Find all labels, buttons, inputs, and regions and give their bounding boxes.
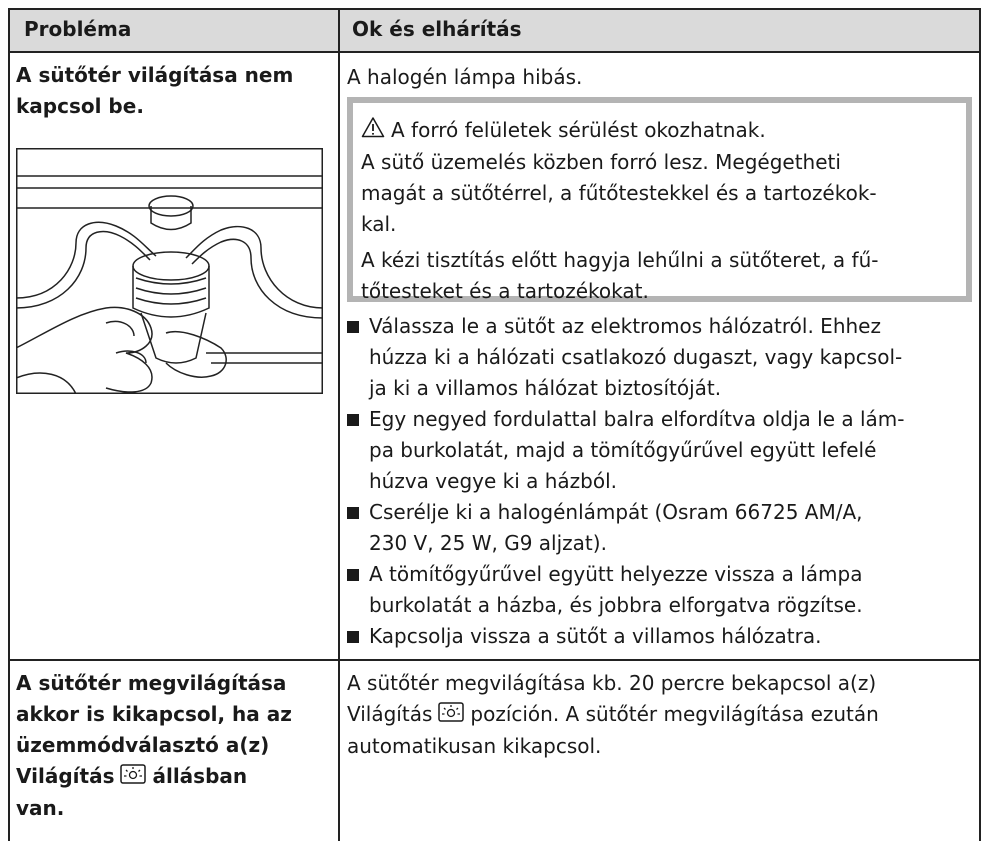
- text: Világítás: [16, 764, 115, 788]
- step-item: Cserélje ki a halogénlámpát (Osram 66725…: [347, 497, 972, 559]
- warning-icon: [361, 116, 385, 147]
- steps: Válassza le a sütőt az elektromos hálóza…: [347, 311, 972, 652]
- bullet: [347, 507, 359, 519]
- header-divider: [8, 51, 980, 53]
- light-icon: [438, 700, 465, 731]
- problem-cell: A sütőtér megvilágítása akkor is kikapcso…: [16, 668, 292, 824]
- step-line: ja ki a villamos hálózat biztosítóját.: [369, 376, 722, 400]
- problem-line: A sütőtér megvilágítása: [16, 671, 287, 695]
- step-item: A tömítőgyűrűvel együtt helyezze vissza …: [347, 559, 972, 621]
- warning-line: magát a sütőtérrel, a fűtőtestekkel és a…: [361, 181, 877, 205]
- warning-line: A sütő üzemelés közben forró lesz. Megég…: [361, 150, 841, 174]
- bullet: [347, 321, 359, 333]
- bullet: [347, 414, 359, 426]
- bullet: [347, 631, 359, 643]
- text: pozíción. A sütőtér megvilágítása ezután: [470, 702, 879, 726]
- step-line: A tömítőgyűrűvel együtt helyezze vissza …: [369, 562, 863, 586]
- step-line: Válassza le a sütőt az elektromos hálóza…: [369, 314, 881, 338]
- border-left: [8, 8, 10, 841]
- step-line: húzva vegye ki a házból.: [369, 469, 618, 493]
- step-line: Kapcsolja vissza a sütőt a villamos háló…: [369, 624, 822, 648]
- cause-line: A halogén lámpa hibás.: [347, 65, 583, 89]
- warning-line: A kézi tisztítás előtt hagyja lehűlni a …: [361, 248, 879, 272]
- lamp-illustration: [16, 148, 323, 394]
- step-item: Egy negyed fordulattal balra elfordítva …: [347, 404, 972, 497]
- problem-line: Világítás állásban: [16, 761, 292, 793]
- problem-line: akkor is kikapcsol, ha az: [16, 702, 292, 726]
- cause-line: Világítás pozíción. A sütőtér megvilágítá…: [347, 699, 972, 731]
- step-line: Egy negyed fordulattal balra elfordítva …: [369, 407, 905, 431]
- step-item: Kapcsolja vissza a sütőt a villamos háló…: [347, 621, 972, 652]
- problem-line: A sütőtér világítása nem: [16, 63, 294, 87]
- step-item: Válassza le a sütőt az elektromos hálóza…: [347, 311, 972, 404]
- problem-line: van.: [16, 796, 65, 820]
- step-line: Cserélje ki a halogénlámpát (Osram 66725…: [369, 500, 863, 524]
- cause-cell: A halogén lámpa hibás. A forró felületek …: [347, 62, 972, 652]
- warning-line: tőtesteket és a tartozékokat.: [361, 279, 649, 303]
- border-top: [8, 8, 980, 10]
- text: állásban: [152, 764, 248, 788]
- cause-line: A sütőtér megvilágítása kb. 20 percre be…: [347, 671, 877, 695]
- header-cause: Ok és elhárítás: [352, 17, 522, 41]
- step-line: 230 V, 25 W, G9 aljzat).: [369, 531, 607, 555]
- warning-title: A forró felületek sérülést okozhatnak.: [361, 115, 966, 147]
- light-icon: [120, 762, 147, 793]
- step-line: burkolatát a házba, és jobbra elforgatva…: [369, 593, 863, 617]
- header-problem: Probléma: [24, 17, 132, 41]
- column-divider: [338, 8, 340, 841]
- text: Világítás: [347, 702, 433, 726]
- problem-cell: A sütőtér világítása nem kapcsol be.: [16, 60, 293, 122]
- row-divider: [8, 659, 980, 661]
- problem-line: üzemmódválasztó a(z): [16, 733, 270, 757]
- cause-cell: A sütőtér megvilágítása kb. 20 percre be…: [347, 668, 972, 762]
- warning-line: kal.: [361, 212, 397, 236]
- warning-box: A forró felületek sérülést okozhatnak. A …: [347, 97, 972, 303]
- problem-line: kapcsol be.: [16, 94, 144, 118]
- bullet: [347, 569, 359, 581]
- header-bg: [8, 8, 980, 51]
- step-line: pa burkolatát, majd a tömítőgyűrűvel egy…: [369, 438, 877, 462]
- step-line: húzza ki a hálózati csatlakozó dugaszt, …: [369, 345, 903, 369]
- border-right: [979, 8, 981, 841]
- text: A forró felületek sérülést okozhatnak.: [391, 118, 766, 142]
- cause-line: automatikusan kikapcsol.: [347, 734, 602, 758]
